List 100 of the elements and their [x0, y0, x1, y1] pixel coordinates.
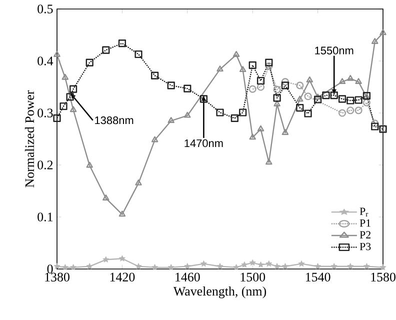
point	[184, 263, 191, 270]
x-tick-label: 1380	[45, 272, 70, 282]
point	[380, 264, 386, 270]
point	[296, 82, 304, 90]
point	[354, 106, 362, 114]
x-axis-title: Wavelength, (nm)	[173, 286, 266, 298]
x-tick-label: 1460	[176, 272, 200, 282]
point	[216, 263, 224, 270]
point	[102, 46, 110, 54]
point	[60, 102, 68, 110]
point	[168, 264, 174, 270]
point	[70, 264, 77, 270]
y-tick-label: 0.2	[38, 160, 53, 170]
point	[304, 92, 312, 100]
y-tick-label: 0.1	[38, 212, 53, 222]
point	[355, 78, 362, 84]
point	[314, 96, 322, 104]
point	[70, 85, 78, 93]
point	[256, 76, 265, 85]
point	[258, 261, 264, 268]
point	[249, 134, 256, 140]
point	[338, 78, 346, 84]
point	[296, 104, 304, 112]
point	[371, 122, 379, 130]
point	[241, 261, 248, 268]
point	[135, 263, 142, 270]
point	[362, 98, 370, 106]
y-tick-label: 0.3	[38, 108, 53, 118]
point	[239, 108, 247, 116]
point	[273, 94, 281, 102]
point	[70, 106, 77, 112]
point	[66, 93, 74, 101]
point	[167, 82, 175, 90]
y-axis-title: Normalized Power	[24, 90, 34, 188]
x-tick-label: 1420	[110, 272, 135, 282]
point	[118, 210, 126, 217]
point	[314, 94, 322, 100]
point	[151, 136, 158, 142]
point	[102, 256, 110, 262]
point	[363, 263, 370, 270]
y-tick-label: 0.4	[38, 56, 54, 66]
point	[338, 109, 346, 117]
point	[216, 108, 224, 116]
point	[273, 86, 281, 94]
point	[249, 259, 256, 266]
point	[200, 260, 207, 267]
point	[314, 263, 322, 270]
point	[151, 72, 159, 80]
point	[347, 74, 354, 81]
point	[282, 263, 288, 270]
point	[135, 179, 142, 186]
point	[274, 100, 280, 106]
point	[86, 263, 93, 270]
point	[118, 255, 126, 262]
point	[118, 40, 126, 48]
point	[168, 117, 174, 123]
point	[86, 162, 93, 168]
x-tick-label: 1500	[240, 272, 266, 282]
point	[265, 62, 273, 70]
point	[232, 50, 240, 57]
point	[354, 96, 362, 104]
x-tick-label: 1580	[371, 272, 396, 282]
x-tick-label: 1540	[306, 272, 330, 282]
point	[282, 128, 289, 135]
annotation: 1550nm	[315, 46, 354, 54]
point	[338, 95, 346, 103]
legend-label: P3	[360, 242, 371, 250]
point	[371, 120, 379, 128]
y-tick-label: 0.5	[38, 4, 53, 14]
point	[184, 112, 191, 118]
point	[346, 106, 354, 114]
point	[306, 76, 314, 82]
point	[330, 263, 338, 270]
point	[53, 114, 61, 122]
point	[330, 92, 338, 100]
legend-label: P1	[360, 219, 370, 227]
point	[102, 194, 110, 200]
point	[298, 260, 305, 267]
point	[274, 263, 280, 270]
annotation: 1470nm	[184, 139, 223, 148]
point	[304, 110, 312, 118]
point	[281, 78, 289, 86]
point	[371, 38, 378, 44]
point	[239, 66, 246, 72]
legend-label: P$_{r}$	[360, 208, 368, 217]
annotation: 1388nm	[95, 116, 134, 124]
legend-label: P2	[360, 231, 370, 238]
point	[346, 96, 354, 104]
point	[233, 264, 240, 270]
point	[322, 92, 330, 100]
point	[230, 114, 238, 122]
point	[266, 158, 272, 165]
point	[248, 61, 256, 69]
point	[86, 58, 94, 66]
point	[152, 264, 158, 270]
point	[281, 82, 289, 90]
point	[296, 96, 304, 102]
point	[265, 58, 273, 66]
point	[347, 263, 354, 270]
point	[248, 85, 256, 93]
